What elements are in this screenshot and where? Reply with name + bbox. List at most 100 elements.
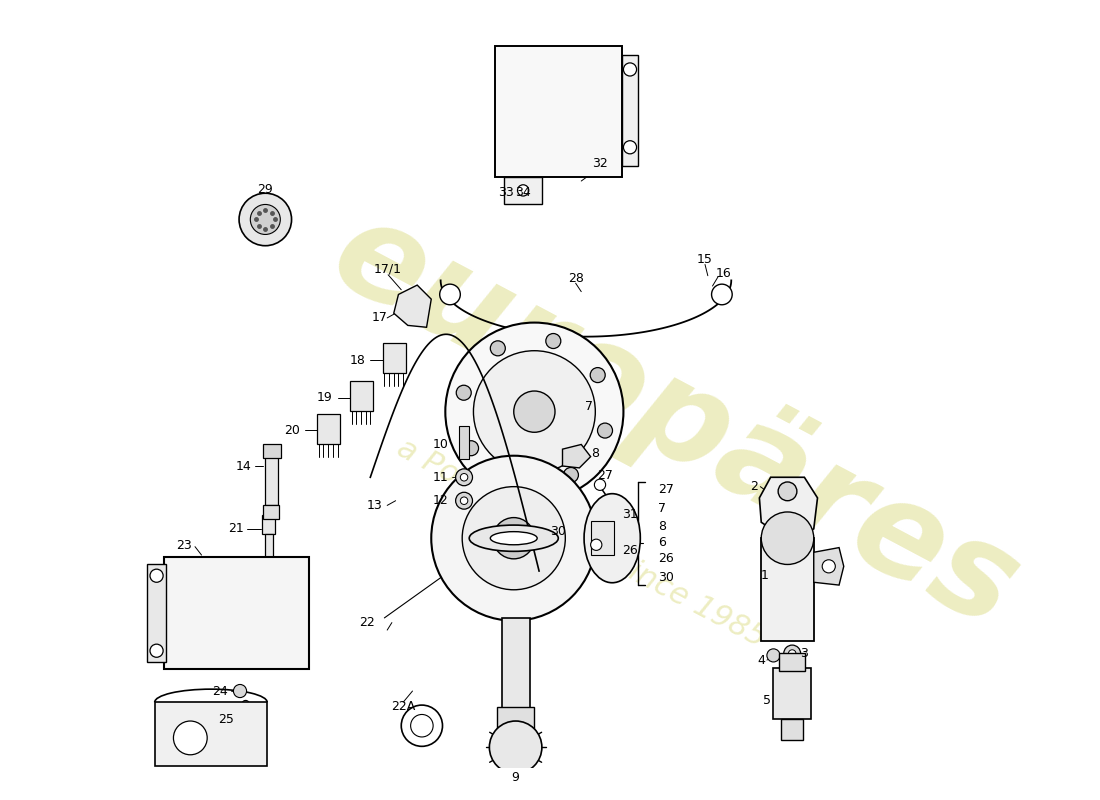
Circle shape — [440, 284, 460, 305]
Circle shape — [491, 341, 505, 356]
Circle shape — [624, 63, 637, 76]
Text: 26: 26 — [623, 544, 638, 557]
Text: 6: 6 — [658, 537, 666, 550]
Bar — [460, 426, 469, 458]
Circle shape — [460, 497, 467, 505]
Circle shape — [150, 644, 163, 658]
Bar — [505, 178, 542, 203]
Circle shape — [761, 512, 814, 565]
Ellipse shape — [470, 525, 559, 551]
Circle shape — [239, 194, 292, 246]
Text: 33: 33 — [498, 186, 514, 198]
Bar — [350, 381, 373, 410]
Circle shape — [463, 441, 478, 456]
Bar — [591, 522, 614, 555]
Circle shape — [455, 469, 473, 486]
Text: 4: 4 — [757, 654, 766, 666]
Bar — [265, 534, 273, 566]
Circle shape — [514, 391, 556, 432]
Circle shape — [174, 721, 207, 754]
Text: 13: 13 — [366, 499, 383, 512]
Text: 8: 8 — [592, 447, 600, 460]
Text: 34: 34 — [515, 186, 531, 198]
Circle shape — [784, 645, 801, 662]
Bar — [263, 506, 279, 518]
Bar — [164, 557, 309, 670]
Text: 22A: 22A — [390, 701, 416, 714]
Circle shape — [402, 705, 442, 746]
Circle shape — [546, 334, 561, 349]
Text: 16: 16 — [716, 267, 732, 280]
Text: 30: 30 — [550, 525, 565, 538]
Text: 11: 11 — [432, 470, 448, 484]
Text: 17: 17 — [372, 311, 387, 324]
Bar — [781, 719, 803, 740]
Bar — [495, 46, 621, 178]
Circle shape — [493, 518, 535, 559]
Polygon shape — [814, 547, 844, 585]
Circle shape — [591, 367, 605, 382]
Text: 31: 31 — [623, 508, 638, 522]
Polygon shape — [759, 478, 817, 538]
Bar — [497, 707, 535, 730]
Text: 14: 14 — [235, 459, 251, 473]
Text: 2: 2 — [749, 480, 758, 493]
Text: europäres: europäres — [311, 186, 1040, 655]
Circle shape — [490, 721, 542, 774]
Text: 22: 22 — [360, 616, 375, 629]
Text: a Porsche parts since 1985: a Porsche parts since 1985 — [392, 433, 770, 653]
Bar — [317, 414, 340, 443]
Text: 20: 20 — [284, 424, 300, 437]
Circle shape — [508, 474, 522, 490]
Text: 23: 23 — [176, 539, 192, 552]
Text: 10: 10 — [432, 438, 448, 451]
Text: 8: 8 — [658, 521, 667, 534]
Text: 25: 25 — [219, 713, 234, 726]
Text: 17/1: 17/1 — [374, 262, 403, 276]
Text: 32: 32 — [592, 157, 608, 170]
Circle shape — [563, 467, 579, 482]
Text: 5: 5 — [762, 694, 771, 707]
Circle shape — [242, 701, 250, 708]
Text: 30: 30 — [658, 571, 674, 584]
Circle shape — [251, 205, 280, 234]
Text: 3: 3 — [801, 647, 808, 660]
Circle shape — [517, 185, 529, 196]
Text: 12: 12 — [432, 494, 448, 507]
Circle shape — [456, 386, 471, 400]
Bar — [262, 514, 275, 534]
Circle shape — [462, 486, 565, 590]
Circle shape — [712, 284, 733, 305]
Text: 24: 24 — [212, 685, 228, 698]
Bar — [155, 702, 267, 766]
Text: 18: 18 — [350, 354, 365, 366]
Text: 15: 15 — [697, 254, 713, 266]
Bar — [383, 343, 406, 374]
Bar — [147, 565, 166, 662]
Circle shape — [431, 456, 596, 621]
Circle shape — [778, 482, 796, 501]
Bar — [263, 445, 282, 458]
Text: 7: 7 — [658, 502, 667, 514]
Text: 7: 7 — [585, 401, 593, 414]
Circle shape — [624, 141, 637, 154]
Circle shape — [410, 714, 433, 737]
Polygon shape — [394, 285, 431, 327]
Text: 9: 9 — [512, 770, 519, 784]
Bar — [502, 618, 530, 712]
Circle shape — [455, 492, 473, 509]
Text: 27: 27 — [597, 469, 613, 482]
Circle shape — [594, 479, 606, 490]
Text: 27: 27 — [658, 483, 674, 496]
Bar — [265, 454, 278, 506]
Text: 26: 26 — [658, 552, 674, 566]
Circle shape — [597, 423, 613, 438]
Circle shape — [233, 685, 246, 698]
Ellipse shape — [491, 532, 537, 545]
Bar — [773, 667, 811, 719]
Text: 19: 19 — [317, 391, 333, 404]
Circle shape — [150, 569, 163, 582]
Circle shape — [822, 560, 835, 573]
Bar — [621, 55, 638, 166]
Circle shape — [591, 539, 602, 550]
